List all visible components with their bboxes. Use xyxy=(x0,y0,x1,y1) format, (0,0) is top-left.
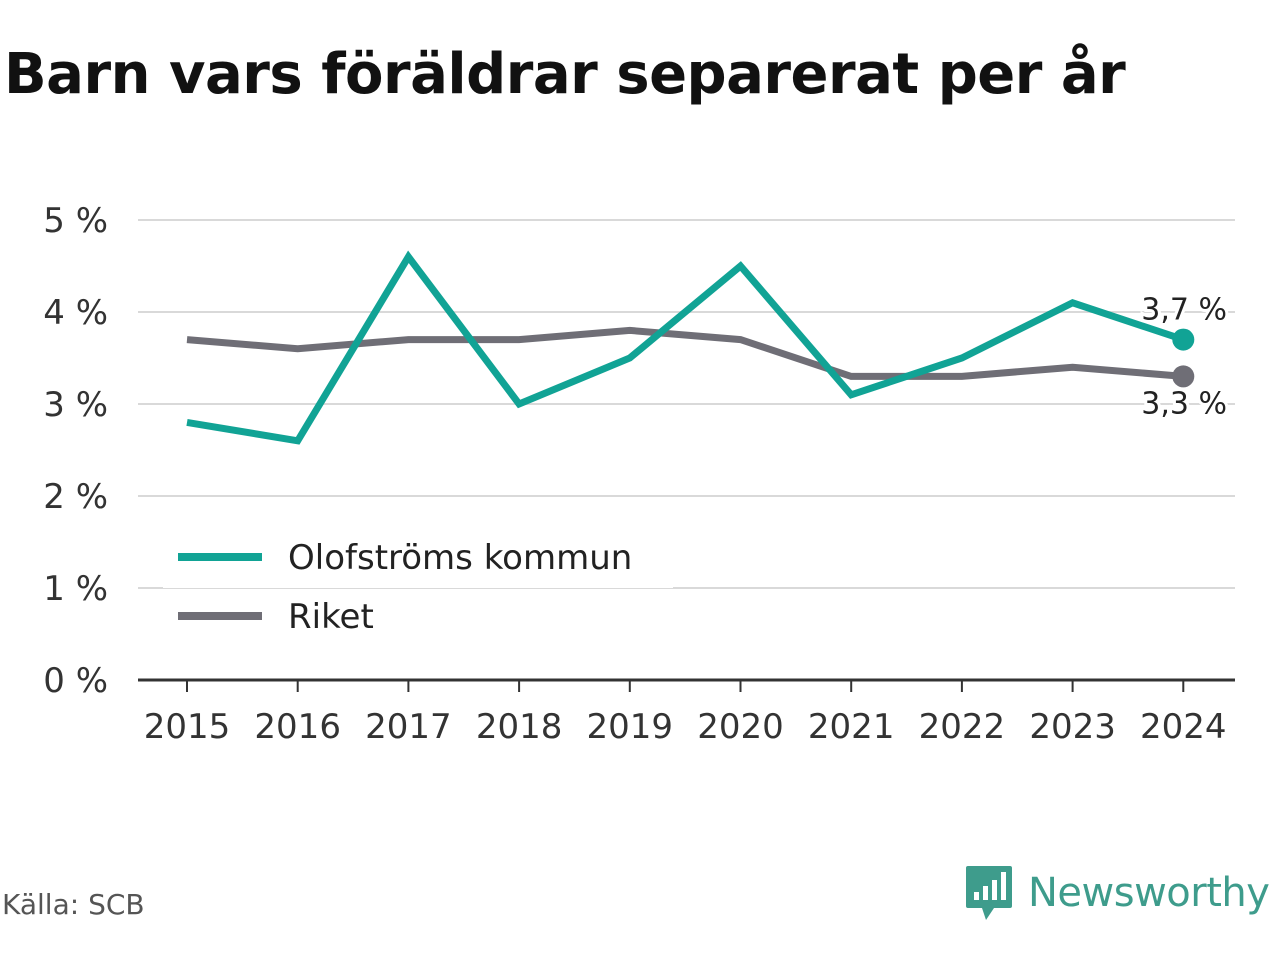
grid-lines xyxy=(138,219,1235,589)
x-tick-label: 2022 xyxy=(919,707,1006,747)
x-axis: 2015 2016 2017 2018 2019 2020 2021 2022 2023 2024 xyxy=(138,678,1235,747)
end-point-kommun xyxy=(1172,328,1195,351)
legend: Olofströms kommun Riket xyxy=(178,538,632,637)
x-tick-label: 2020 xyxy=(697,707,784,747)
y-tick-label: 5 % xyxy=(43,201,108,241)
newsworthy-logo-icon xyxy=(966,866,1012,920)
chart-title: Barn vars föräldrar separerat per år xyxy=(4,42,1126,107)
x-tick-label: 2015 xyxy=(144,707,231,747)
brand-name: Newsworthy xyxy=(1028,870,1270,916)
series-line-kommun xyxy=(186,250,1185,445)
series-lines: 3,7 % 3,3 % xyxy=(186,250,1230,445)
legend-label: Olofströms kommun xyxy=(288,538,632,578)
end-value-label: 3,3 % xyxy=(1141,386,1227,421)
end-point-riket xyxy=(1172,365,1195,388)
brand-logo[interactable]: Newsworthy xyxy=(964,864,1270,922)
end-value-label: 3,7 % xyxy=(1141,293,1227,328)
y-axis-labels: 0 % 1 % 2 % 3 % 4 % 5 % xyxy=(43,201,108,701)
x-tick-label: 2016 xyxy=(254,707,341,747)
source-note: Källa: SCB xyxy=(2,888,145,921)
y-tick-label: 1 % xyxy=(43,569,108,609)
y-tick-label: 2 % xyxy=(43,477,108,517)
x-tick-label: 2021 xyxy=(808,707,895,747)
y-tick-label: 3 % xyxy=(43,385,108,425)
series-line-riket xyxy=(186,326,1184,380)
legend-label: Riket xyxy=(288,597,374,637)
x-tick-label: 2019 xyxy=(587,707,674,747)
x-tick-label: 2023 xyxy=(1029,707,1116,747)
y-tick-label: 0 % xyxy=(43,661,108,701)
y-tick-label: 4 % xyxy=(43,293,108,333)
x-tick-label: 2017 xyxy=(365,707,452,747)
x-tick-label: 2024 xyxy=(1140,707,1227,747)
line-chart: 0 %1 %2 %3 %4 %5 % 2015 2016 2017 2018 2019 2… xyxy=(43,201,1235,747)
x-tick-label: 2018 xyxy=(476,707,563,747)
